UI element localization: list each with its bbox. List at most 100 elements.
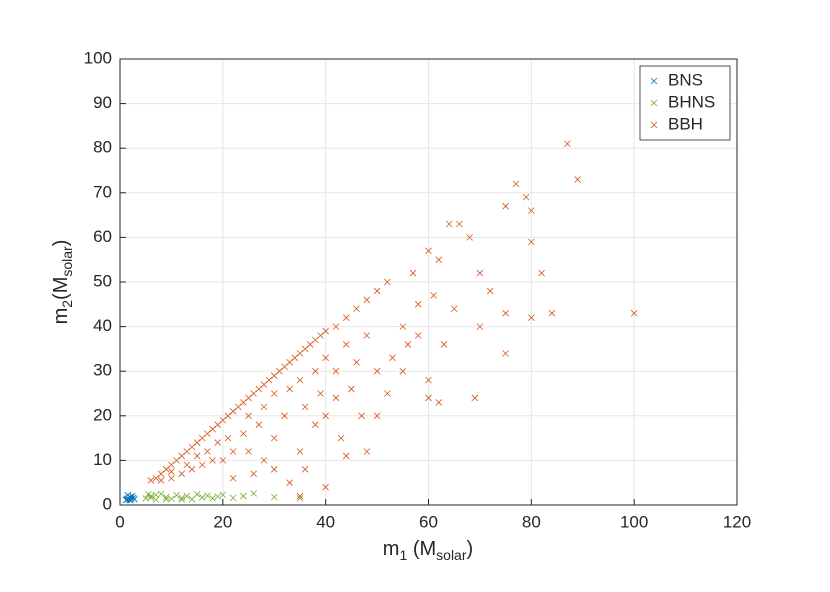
- y-tick-label: 40: [93, 316, 112, 335]
- subscript: 1: [399, 547, 407, 563]
- legend-marker: [650, 121, 658, 129]
- point: [270, 390, 278, 397]
- point: [147, 494, 155, 502]
- y-tick-label: 20: [93, 405, 112, 424]
- point: [229, 494, 237, 502]
- point: [435, 256, 443, 263]
- y-axis-label: m2(Msolar): [50, 240, 74, 325]
- point: [363, 332, 371, 339]
- y-tick-label: 70: [93, 182, 112, 201]
- point: [219, 457, 227, 464]
- x-axis-label: m1 (Msolar): [383, 538, 473, 562]
- point: [528, 207, 535, 214]
- point: [198, 494, 206, 501]
- point: [353, 305, 360, 313]
- point: [404, 341, 412, 348]
- point: [188, 466, 196, 473]
- point: [456, 220, 463, 228]
- point: [168, 461, 175, 469]
- point: [291, 354, 299, 362]
- point: [630, 309, 638, 317]
- point: [286, 479, 293, 486]
- point: [363, 296, 371, 304]
- point: [209, 425, 216, 433]
- point: [466, 234, 473, 241]
- point: [528, 314, 535, 321]
- point: [178, 470, 185, 478]
- point: [240, 430, 247, 437]
- point: [425, 394, 432, 402]
- x-tick-label: 20: [213, 512, 232, 531]
- point: [281, 363, 288, 371]
- point: [209, 457, 216, 464]
- point: [286, 385, 293, 393]
- point: [204, 448, 211, 455]
- point: [312, 336, 319, 344]
- point: [502, 350, 509, 357]
- ticks: 0 20 40 60 80 100 120 0 10 20 30 40 50 60 70 80 90 100: [84, 48, 752, 531]
- point: [255, 385, 263, 393]
- point: [301, 403, 309, 411]
- legend-marker: [650, 77, 658, 85]
- point: [229, 474, 237, 482]
- point: [373, 287, 381, 295]
- point: [296, 492, 304, 500]
- point: [522, 193, 530, 201]
- point: [409, 269, 417, 277]
- point: [301, 345, 309, 353]
- y-tick-label: 80: [93, 138, 112, 157]
- point: [234, 403, 242, 411]
- point: [399, 323, 407, 330]
- point: [188, 495, 196, 503]
- point: [384, 278, 391, 286]
- point: [147, 477, 155, 484]
- point: [538, 269, 545, 277]
- point: [183, 492, 191, 500]
- point: [476, 323, 484, 330]
- point: [255, 421, 263, 429]
- point: [296, 495, 304, 502]
- point: [168, 468, 175, 475]
- label-part: (M: [50, 277, 72, 300]
- legend-label: BNS: [668, 70, 703, 89]
- point: [502, 309, 509, 317]
- point: [389, 354, 396, 362]
- point: [188, 443, 196, 451]
- point: [260, 381, 268, 388]
- point: [245, 394, 252, 402]
- point: [471, 394, 479, 402]
- point: [312, 421, 319, 429]
- point: [142, 495, 149, 502]
- x-tick-label: 60: [419, 512, 438, 531]
- point: [342, 452, 350, 460]
- point: [332, 323, 340, 330]
- subscript: 2: [59, 300, 75, 308]
- point: [183, 448, 191, 455]
- point: [250, 490, 257, 497]
- point: [204, 492, 211, 499]
- label-part: (M: [407, 538, 436, 560]
- legend: BNS BHNS BBH: [639, 65, 731, 141]
- x-tick-label: 40: [316, 512, 335, 531]
- point: [193, 491, 201, 498]
- point: [476, 269, 484, 277]
- point: [270, 434, 278, 442]
- point: [124, 491, 131, 499]
- point: [270, 466, 278, 473]
- point: [152, 491, 160, 499]
- point: [178, 494, 185, 502]
- point: [342, 314, 350, 321]
- point: [440, 341, 448, 348]
- point: [157, 477, 165, 484]
- point: [250, 390, 257, 397]
- point: [198, 434, 206, 442]
- point: [214, 421, 221, 429]
- point: [193, 452, 201, 460]
- point: [486, 287, 494, 295]
- y-tick-label: 60: [93, 227, 112, 246]
- point: [512, 180, 520, 188]
- point: [173, 491, 180, 499]
- point: [306, 341, 314, 348]
- point: [528, 238, 535, 246]
